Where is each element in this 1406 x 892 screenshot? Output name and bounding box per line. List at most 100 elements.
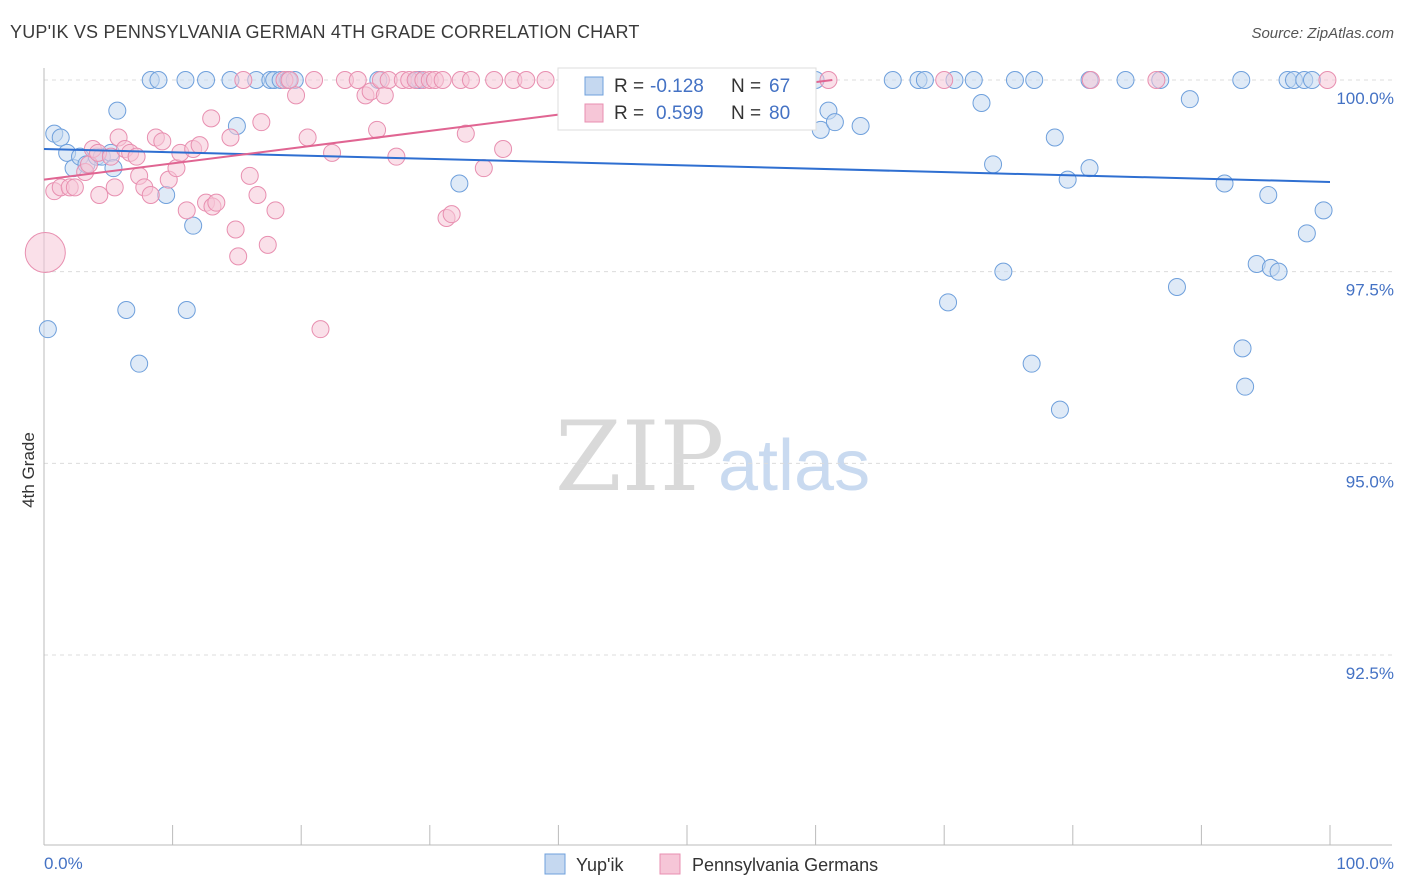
data-point bbox=[1147, 71, 1166, 89]
x-tick-label-min: 0.0% bbox=[44, 854, 83, 873]
y-tick-label: 95.0% bbox=[1346, 472, 1394, 491]
data-point bbox=[456, 124, 475, 143]
legend-n-value-1: 80 bbox=[769, 103, 790, 124]
watermark-atlas: atlas bbox=[718, 426, 870, 506]
legend-swatch-yupik bbox=[584, 76, 604, 96]
data-point bbox=[1116, 71, 1135, 89]
data-point bbox=[323, 143, 342, 162]
data-point bbox=[1080, 159, 1099, 178]
data-point bbox=[972, 94, 991, 112]
trend-line-yupik bbox=[43, 148, 1331, 183]
legend-r-value-1: 0.599 bbox=[656, 103, 704, 124]
legend-r-label-0: R = bbox=[614, 76, 644, 97]
data-point bbox=[221, 128, 240, 147]
data-point bbox=[1233, 339, 1252, 358]
data-point bbox=[964, 71, 983, 89]
data-point bbox=[1259, 186, 1278, 204]
data-point bbox=[474, 159, 493, 178]
data-point bbox=[51, 128, 70, 147]
data-point bbox=[1081, 71, 1100, 89]
bottom-legend-label-yupik: Yup'ik bbox=[576, 855, 624, 875]
data-point bbox=[485, 71, 504, 89]
data-point bbox=[101, 147, 120, 166]
data-point bbox=[248, 186, 267, 204]
data-point bbox=[258, 235, 277, 254]
data-point bbox=[149, 71, 168, 89]
data-point bbox=[368, 120, 387, 139]
data-point bbox=[229, 247, 248, 266]
data-point bbox=[176, 71, 195, 89]
legend-n-label-0: N = bbox=[731, 76, 761, 97]
data-point bbox=[234, 71, 253, 89]
data-point bbox=[1180, 90, 1199, 109]
data-point bbox=[280, 71, 299, 89]
bottom-legend-swatch-pa-german bbox=[659, 853, 681, 875]
data-point bbox=[1045, 128, 1064, 147]
y-axis-label: 4th Grade bbox=[19, 432, 38, 508]
data-point bbox=[65, 178, 84, 197]
data-point bbox=[915, 71, 934, 89]
data-point bbox=[348, 71, 367, 89]
legend-n-label-1: N = bbox=[731, 103, 761, 124]
legend-r-value-0: -0.128 bbox=[650, 76, 704, 97]
data-point bbox=[851, 117, 870, 135]
legend-swatch-pa-german bbox=[584, 103, 604, 123]
data-point bbox=[1236, 377, 1255, 396]
data-point bbox=[387, 147, 406, 166]
data-point bbox=[433, 71, 452, 89]
data-point bbox=[1005, 71, 1024, 89]
data-point bbox=[311, 320, 330, 339]
data-point bbox=[117, 301, 136, 319]
data-point bbox=[197, 71, 216, 89]
data-point bbox=[1050, 400, 1069, 419]
data-point bbox=[1025, 71, 1044, 89]
data-point bbox=[461, 71, 480, 89]
data-point bbox=[202, 109, 221, 128]
data-point bbox=[1318, 71, 1337, 89]
data-point bbox=[994, 262, 1013, 281]
data-point bbox=[252, 113, 271, 132]
data-point bbox=[177, 201, 196, 220]
data-point bbox=[1215, 174, 1234, 193]
data-point bbox=[153, 132, 172, 151]
data-point bbox=[108, 101, 127, 120]
data-point bbox=[305, 71, 324, 89]
data-point bbox=[1167, 278, 1186, 296]
data-point bbox=[177, 301, 196, 319]
data-point bbox=[1058, 170, 1077, 189]
data-point bbox=[935, 71, 954, 89]
legend-n-value-0: 67 bbox=[769, 76, 790, 97]
data-point bbox=[984, 155, 1003, 174]
axes: 92.5% 95.0% 97.5% 100.0% bbox=[43, 68, 1394, 846]
bottom-legend-label-pa-german: Pennsylvania Germans bbox=[692, 855, 878, 875]
y-tick-label: 92.5% bbox=[1346, 664, 1394, 683]
bottom-legend-swatch-yupik bbox=[544, 853, 566, 875]
data-point bbox=[1314, 201, 1333, 220]
data-point bbox=[130, 354, 149, 373]
watermark-zip: ZIP bbox=[555, 401, 724, 513]
data-point bbox=[184, 216, 203, 235]
data-point bbox=[375, 86, 394, 105]
data-point bbox=[883, 71, 902, 89]
data-point bbox=[825, 113, 844, 132]
data-point bbox=[141, 186, 160, 204]
data-point bbox=[24, 232, 66, 273]
data-point bbox=[1269, 262, 1288, 281]
data-point bbox=[1297, 224, 1316, 243]
data-point bbox=[90, 186, 109, 204]
data-point bbox=[38, 320, 57, 339]
data-point bbox=[190, 136, 209, 155]
data-point bbox=[939, 293, 958, 312]
x-tick-label-max: 100.0% bbox=[1336, 854, 1394, 873]
data-point bbox=[207, 193, 226, 212]
data-point bbox=[157, 186, 176, 204]
data-point bbox=[442, 205, 461, 224]
legend-box: R = -0.128 N = 67 R = 0.599 N = 80 bbox=[557, 67, 817, 131]
data-point bbox=[298, 128, 317, 147]
data-point bbox=[517, 71, 536, 89]
data-point bbox=[1022, 354, 1041, 373]
data-point bbox=[536, 71, 555, 89]
source-label: Source: ZipAtlas.com bbox=[1251, 25, 1394, 42]
data-point bbox=[226, 220, 245, 239]
y-tick-label: 100.0% bbox=[1336, 89, 1394, 108]
